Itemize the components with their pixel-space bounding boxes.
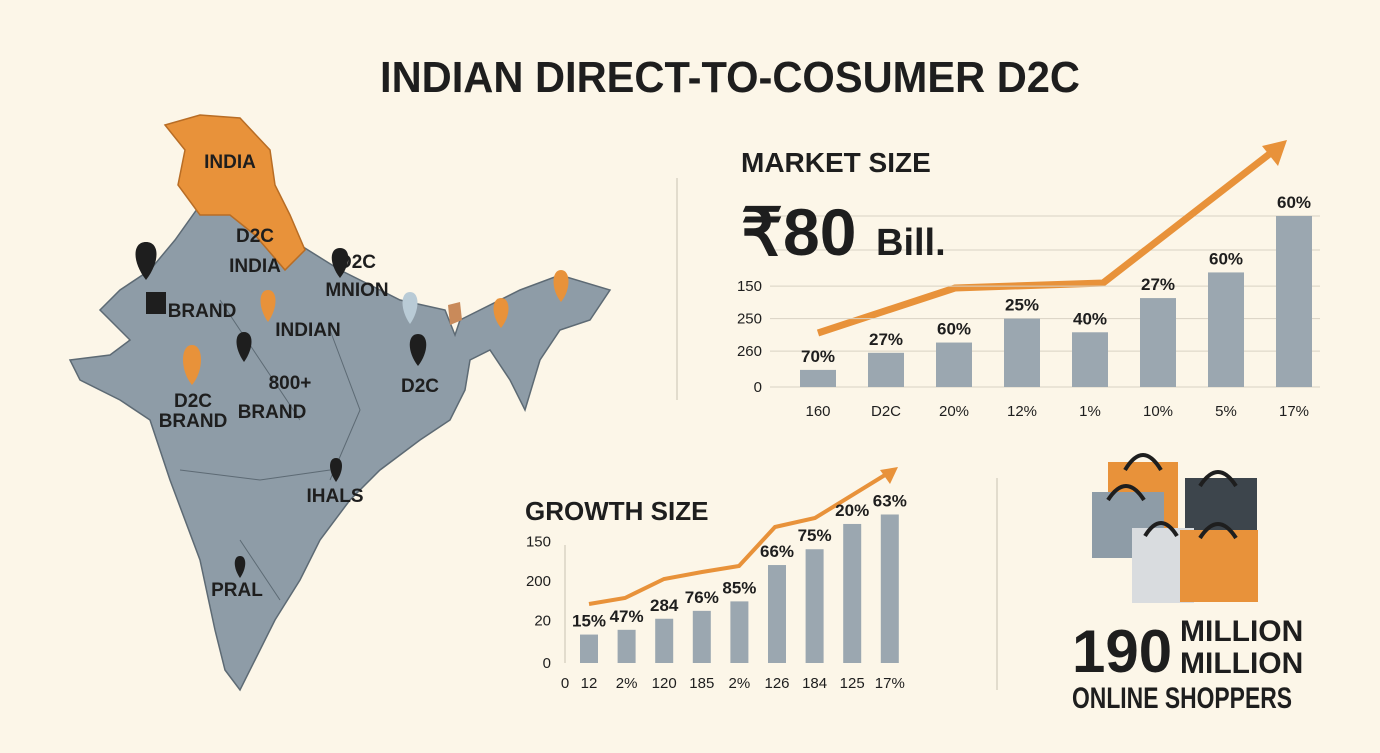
trend-arrow — [816, 149, 1275, 337]
map-label: 800+ — [269, 373, 312, 394]
bar — [800, 369, 836, 387]
bar-label: 60% — [1277, 193, 1311, 212]
y-tick-label: 20 — [534, 612, 551, 629]
map-label: D2C — [236, 226, 274, 247]
india-map — [68, 114, 612, 692]
map-label: BRAND — [238, 402, 307, 423]
x-tick-label: D2C — [871, 403, 901, 420]
map-label: INDIA — [229, 256, 281, 277]
bar — [692, 610, 711, 663]
y-tick-label: 150 — [737, 278, 762, 295]
y-tick-label: 200 — [526, 573, 551, 590]
x-tick-label: 125 — [840, 675, 865, 692]
shopper-line: MILLION — [1180, 647, 1303, 680]
bar — [1208, 272, 1244, 387]
x-tick-label: 20% — [939, 403, 969, 420]
map-label: D2C — [338, 252, 376, 273]
headline: ₹80 — [741, 195, 856, 269]
x-tick-label: 12 — [581, 675, 598, 692]
shopper-line: MILLION — [1180, 615, 1303, 648]
map-label: INDIAN — [275, 320, 340, 341]
shopper-number: 190 — [1072, 618, 1172, 685]
bar — [1140, 298, 1176, 387]
bar-label: 15% — [572, 612, 606, 631]
bar — [580, 634, 598, 663]
map-label: INDIA — [204, 152, 256, 173]
bar — [936, 342, 972, 387]
x-tick-label: 10% — [1143, 403, 1173, 420]
bar-label: 85% — [722, 578, 756, 597]
y-tick-label: 150 — [526, 533, 551, 550]
map-label: MNION — [325, 280, 388, 301]
x-origin-label: 0 — [561, 675, 569, 692]
bar — [880, 514, 899, 663]
x-tick-label: 5% — [1215, 403, 1237, 420]
bar — [868, 352, 904, 387]
page-title: INDIAN DIRECT-TO-COSUMER D2C — [380, 53, 1080, 102]
map-label: IHALS — [307, 486, 364, 507]
bar-label: 27% — [1141, 275, 1175, 294]
arrow-head — [1262, 140, 1287, 166]
arrow-head — [880, 467, 898, 484]
shopper-line: ONLINE SHOPPERS — [1072, 682, 1292, 715]
chart-title: MARKET SIZE — [741, 147, 931, 178]
x-tick-label: 126 — [764, 675, 789, 692]
x-tick-label: 17% — [1279, 403, 1309, 420]
bar — [1004, 318, 1040, 387]
shopping-bags — [1092, 453, 1258, 603]
x-tick-label: 120 — [652, 675, 677, 692]
bar-label: 63% — [873, 491, 907, 510]
map-label: PRAL — [211, 580, 263, 601]
map-label: BRAND — [159, 411, 228, 432]
map-pins — [135, 238, 569, 578]
bar-label: 25% — [1005, 296, 1039, 315]
bar-label: 75% — [798, 526, 832, 545]
bar — [768, 565, 786, 663]
headline-unit: Bill. — [876, 222, 946, 264]
x-tick-label: 12% — [1007, 403, 1037, 420]
bar-label: 284 — [650, 596, 679, 615]
bar-label: 76% — [685, 588, 719, 607]
x-tick-label: 2% — [729, 675, 751, 692]
bar-label: 60% — [937, 320, 971, 339]
x-tick-label: 160 — [805, 403, 830, 420]
x-tick-label: 17% — [875, 675, 905, 692]
bar — [843, 523, 862, 663]
y-tick-label: 0 — [754, 379, 762, 396]
bar-label: 40% — [1073, 309, 1107, 328]
x-tick-label: 2% — [616, 675, 638, 692]
bar — [655, 618, 674, 663]
bar — [805, 549, 824, 663]
y-tick-label: 250 — [737, 311, 762, 328]
bar-label: 47% — [610, 607, 644, 626]
x-tick-label: 185 — [689, 675, 714, 692]
map-label: D2C — [174, 391, 212, 412]
map-label: BRAND — [168, 301, 237, 322]
bar-label: 20% — [835, 501, 869, 520]
bar — [617, 629, 636, 663]
x-tick-label: 184 — [802, 675, 827, 692]
bar — [1276, 216, 1312, 387]
bar-label: 27% — [869, 330, 903, 349]
chart-title: GROWTH SIZE — [525, 496, 708, 526]
trend-arrow — [588, 473, 887, 606]
y-tick-label: 260 — [737, 343, 762, 360]
x-tick-label: 1% — [1079, 403, 1101, 420]
bar-label: 66% — [760, 542, 794, 561]
bar-label: 60% — [1209, 249, 1243, 268]
bar — [730, 601, 749, 663]
map-label: D2C — [401, 376, 439, 397]
bar-label: 70% — [801, 347, 835, 366]
bar — [1072, 332, 1108, 387]
y-tick-label: 0 — [543, 655, 551, 672]
